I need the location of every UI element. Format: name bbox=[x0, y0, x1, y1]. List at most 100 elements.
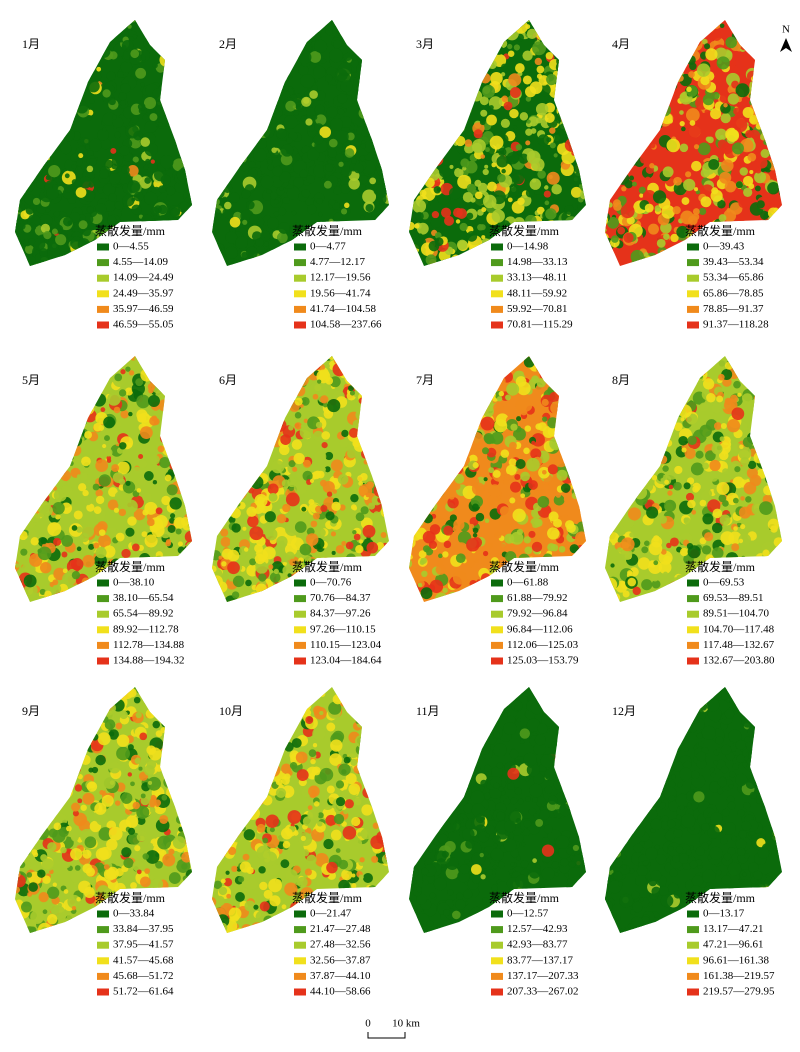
legend-label: 33.13—48.11 bbox=[507, 272, 567, 284]
legend-swatch bbox=[687, 910, 699, 918]
legend-swatch bbox=[294, 941, 306, 949]
legend-title: 蒸散发量/mm bbox=[292, 890, 363, 905]
legend-swatch bbox=[294, 243, 306, 251]
legend-label: 96.61—161.38 bbox=[703, 954, 770, 966]
legend-label: 48.11—59.92 bbox=[507, 287, 567, 299]
legend-label: 39.43—53.34 bbox=[703, 256, 764, 268]
legend-label: 37.87—44.10 bbox=[310, 970, 371, 982]
legend-swatch bbox=[491, 910, 503, 918]
scale-bar bbox=[367, 1032, 406, 1039]
legend-label: 41.74—104.58 bbox=[310, 303, 377, 315]
month-label: 12月 bbox=[612, 704, 636, 718]
legend-swatch bbox=[491, 290, 503, 298]
legend-title: 蒸散发量/mm bbox=[489, 559, 560, 574]
legend-label: 0—13.17 bbox=[703, 908, 745, 920]
legend-swatch bbox=[294, 610, 306, 618]
legend-title: 蒸散发量/mm bbox=[489, 223, 560, 238]
legend-label: 12.57—42.93 bbox=[507, 923, 568, 935]
legend-label: 24.49—35.97 bbox=[113, 287, 174, 299]
legend-title: 蒸散发量/mm bbox=[292, 223, 363, 238]
legend-label: 132.67—203.80 bbox=[703, 655, 775, 667]
month-label: 2月 bbox=[219, 37, 237, 51]
legend-label: 91.37—118.28 bbox=[703, 319, 769, 331]
legend-label: 32.56—37.87 bbox=[310, 954, 371, 966]
legend-swatch bbox=[687, 657, 699, 665]
legend-label: 0—4.55 bbox=[113, 241, 149, 253]
legend-swatch bbox=[294, 972, 306, 980]
legend-swatch bbox=[294, 910, 306, 918]
legend-swatch bbox=[491, 305, 503, 313]
legend-swatch bbox=[687, 321, 699, 329]
legend-swatch bbox=[491, 321, 503, 329]
legend-swatch bbox=[491, 657, 503, 665]
legend-swatch bbox=[294, 626, 306, 634]
legend-label: 13.17—47.21 bbox=[703, 923, 764, 935]
legend-label: 0—70.76 bbox=[310, 577, 352, 589]
legend-label: 33.84—37.95 bbox=[113, 923, 174, 935]
legend-label: 70.81—115.29 bbox=[507, 319, 573, 331]
legend-swatch bbox=[491, 941, 503, 949]
legend-label: 123.04—184.64 bbox=[310, 655, 382, 667]
legend-label: 53.34—65.86 bbox=[703, 272, 764, 284]
legend-label: 44.10—58.66 bbox=[310, 986, 371, 998]
legend-swatch bbox=[294, 988, 306, 996]
legend-label: 19.56—41.74 bbox=[310, 287, 371, 299]
legend-swatch bbox=[97, 957, 109, 965]
legend-swatch bbox=[491, 274, 503, 282]
month-label: 9月 bbox=[22, 704, 40, 718]
legend-swatch bbox=[687, 579, 699, 587]
legend-label: 96.84—112.06 bbox=[507, 623, 573, 635]
legend-label: 0—4.77 bbox=[310, 241, 346, 253]
legend-swatch bbox=[97, 926, 109, 934]
legend-swatch bbox=[97, 243, 109, 251]
legend-label: 161.38—219.57 bbox=[703, 970, 775, 982]
legend-label: 45.68—51.72 bbox=[113, 970, 174, 982]
legend-title: 蒸散发量/mm bbox=[95, 223, 166, 238]
legend-swatch bbox=[294, 321, 306, 329]
legend-swatch bbox=[491, 641, 503, 649]
legend-swatch bbox=[687, 641, 699, 649]
legend-label: 69.53—89.51 bbox=[703, 592, 764, 604]
legend-swatch bbox=[97, 657, 109, 665]
legend-label: 46.59—55.05 bbox=[113, 319, 174, 331]
legend-swatch bbox=[491, 579, 503, 587]
north-arrow bbox=[780, 38, 792, 52]
legend-label: 110.15—123.04 bbox=[310, 639, 382, 651]
legend-swatch bbox=[97, 910, 109, 918]
legend-swatch bbox=[97, 259, 109, 267]
legend-swatch bbox=[687, 290, 699, 298]
legend-label: 0—69.53 bbox=[703, 577, 745, 589]
legend-label: 0—12.57 bbox=[507, 908, 549, 920]
legend-swatch bbox=[687, 274, 699, 282]
legend-swatch bbox=[294, 957, 306, 965]
month-label: 4月 bbox=[612, 37, 630, 51]
legend-swatch bbox=[491, 243, 503, 251]
legend-label: 42.93—83.77 bbox=[507, 939, 568, 951]
legend-label: 41.57—45.68 bbox=[113, 954, 174, 966]
legend-swatch bbox=[97, 579, 109, 587]
legend-swatch bbox=[97, 595, 109, 603]
legend-label: 0—61.88 bbox=[507, 577, 549, 589]
legend-label: 97.26—110.15 bbox=[310, 623, 376, 635]
legend-swatch bbox=[294, 259, 306, 267]
legend-swatch bbox=[491, 972, 503, 980]
legend-swatch bbox=[491, 610, 503, 618]
legend-swatch bbox=[97, 988, 109, 996]
legend-label: 117.48—132.67 bbox=[703, 639, 775, 651]
legend-swatch bbox=[687, 243, 699, 251]
legend-label: 59.92—70.81 bbox=[507, 303, 568, 315]
legend-swatch bbox=[294, 595, 306, 603]
legend-swatch bbox=[294, 579, 306, 587]
legend-swatch bbox=[97, 321, 109, 329]
legend-label: 125.03—153.79 bbox=[507, 655, 579, 667]
legend-title: 蒸散发量/mm bbox=[489, 890, 560, 905]
legend-label: 61.88—79.92 bbox=[507, 592, 568, 604]
